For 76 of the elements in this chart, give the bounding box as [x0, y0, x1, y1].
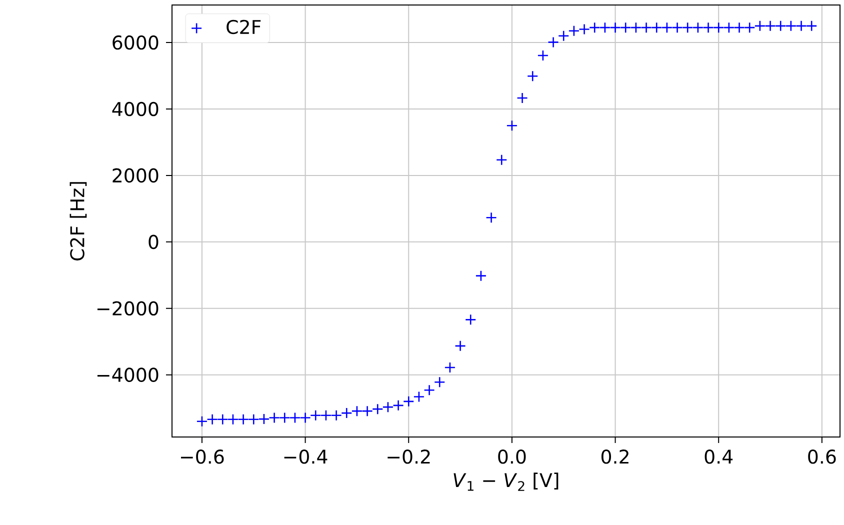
point [578, 24, 590, 35]
point [289, 412, 301, 424]
point [362, 405, 373, 417]
y-tick-label: 4000 [112, 102, 158, 116]
point [702, 22, 714, 34]
point [320, 410, 332, 422]
point [227, 414, 239, 426]
x-tick-label: 0.4 [704, 449, 733, 464]
y-tick-label: 2000 [112, 168, 158, 183]
point [402, 396, 414, 408]
point [516, 92, 528, 104]
point [734, 22, 745, 34]
point [692, 22, 704, 34]
legend-label: C2F [226, 20, 261, 34]
y-tick-label: 6000 [112, 35, 158, 50]
point [744, 22, 756, 34]
point [258, 413, 270, 425]
point [672, 22, 683, 34]
point [774, 20, 786, 32]
point [650, 22, 662, 34]
x-tick-label: 0.2 [601, 449, 628, 464]
y-tick-label: 0 [148, 234, 158, 250]
point [526, 70, 538, 82]
x-tick-label: −0.2 [388, 449, 430, 464]
point [640, 22, 652, 34]
point [248, 414, 260, 426]
point [568, 25, 580, 37]
x-tick-label: 0.6 [808, 449, 836, 464]
point [300, 412, 311, 424]
point [754, 20, 766, 32]
x-tick-label: 0.0 [498, 449, 526, 464]
point [351, 405, 363, 417]
point [196, 416, 208, 428]
point [537, 50, 549, 62]
point [216, 414, 228, 426]
point [238, 414, 249, 426]
x-axis-title: V$_{1}$ − V$_{2}$ [V] [454, 472, 558, 491]
point [506, 120, 518, 132]
point [661, 22, 673, 34]
point [330, 410, 342, 422]
point [206, 414, 218, 426]
point [620, 22, 632, 34]
point [340, 407, 352, 419]
y-tick-label: −2000 [97, 301, 158, 316]
point [424, 384, 435, 396]
point [630, 22, 642, 34]
y-tick-label: −4000 [97, 368, 158, 382]
point [599, 22, 611, 34]
point [444, 362, 456, 374]
point [548, 36, 559, 48]
point [712, 22, 724, 34]
point [496, 154, 508, 166]
point [310, 410, 322, 422]
point [278, 412, 290, 424]
point [796, 20, 807, 32]
point [434, 376, 446, 388]
point [475, 270, 487, 282]
point [588, 22, 600, 34]
point [392, 400, 404, 412]
point [806, 20, 818, 32]
point [764, 20, 776, 32]
point [464, 314, 476, 326]
point [785, 20, 797, 32]
point [382, 401, 394, 413]
point [268, 412, 280, 424]
point [723, 22, 735, 34]
x-tick-label: −0.6 [180, 449, 224, 464]
point [486, 212, 497, 224]
y-axis-title: C2F [Hz] [70, 182, 87, 260]
point [610, 22, 621, 34]
point [372, 403, 384, 415]
x-tick-label: −0.4 [284, 449, 328, 464]
point [413, 391, 425, 402]
point [682, 22, 694, 34]
point [558, 30, 570, 42]
point [454, 340, 466, 352]
